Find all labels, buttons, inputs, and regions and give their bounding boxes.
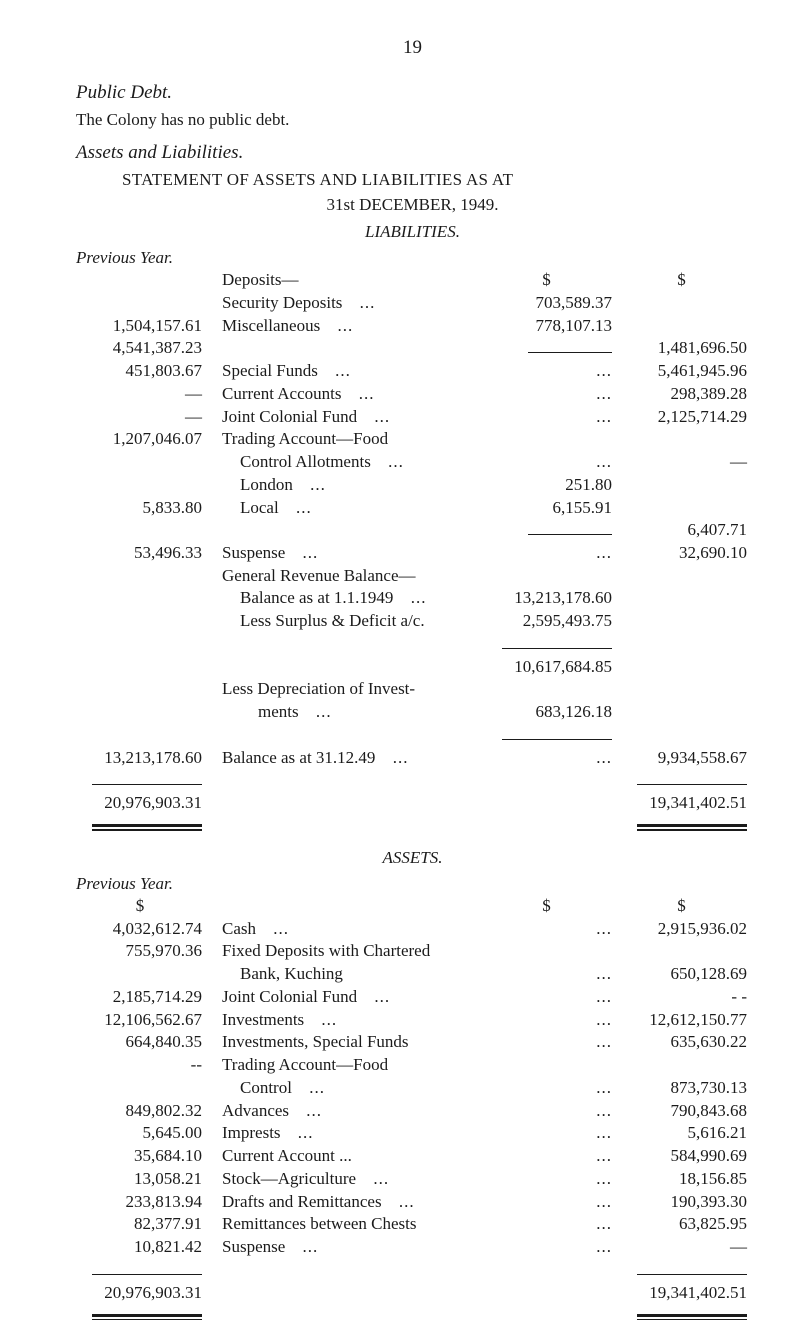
table-row: Less Depreciation of Invest-	[76, 678, 749, 701]
table-row	[76, 769, 749, 792]
table-row: 6,407.71	[76, 519, 749, 542]
table-row: London ...251.80	[76, 474, 749, 497]
table-row: 10,821.42Suspense ......—	[76, 1236, 749, 1259]
table-row	[76, 633, 749, 656]
statement-date-text: 31st DECEMBER, 1949.	[327, 195, 499, 214]
table-row	[76, 1304, 749, 1327]
table-row: 664,840.35Investments, Special Funds...6…	[76, 1031, 749, 1054]
table-row: Security Deposits ...703,589.37	[76, 292, 749, 315]
table-row: 82,377.91Remittances between Chests...63…	[76, 1213, 749, 1236]
assets-heading: ASSETS.	[76, 848, 749, 869]
table-row: 5,833.80Local ...6,155.91	[76, 497, 749, 520]
table-row: Bank, Kuching...650,128.69	[76, 963, 749, 986]
table-row: 20,976,903.3119,341,402.51	[76, 792, 749, 815]
table-row: 53,496.33Suspense ......32,690.10	[76, 542, 749, 565]
table-row: Control ......873,730.13	[76, 1077, 749, 1100]
table-row: 233,813.94Drafts and Remittances ......1…	[76, 1191, 749, 1214]
statement-date: 31st DECEMBER, 1949.	[76, 195, 749, 216]
table-row: 849,802.32Advances ......790,843.68	[76, 1100, 749, 1123]
table-row: 35,684.10Current Account ......584,990.6…	[76, 1145, 749, 1168]
previous-year-label-2: Previous Year.	[76, 874, 749, 895]
table-row: —Joint Colonial Fund ......2,125,714.29	[76, 406, 749, 429]
table-row: 10,617,684.85	[76, 656, 749, 679]
liabilities-table: Deposits—$$Security Deposits ...703,589.…	[76, 269, 749, 837]
table-row: 755,970.36Fixed Deposits with Chartered	[76, 940, 749, 963]
table-row: Deposits—$$	[76, 269, 749, 292]
table-row	[76, 1259, 749, 1282]
table-row: Balance as at 1.1.1949 ...13,213,178.60	[76, 587, 749, 610]
table-row: 13,058.21Stock—Agriculture ......18,156.…	[76, 1168, 749, 1191]
table-row: 20,976,903.3119,341,402.51	[76, 1282, 749, 1305]
table-row: 5,645.00Imprests ......5,616.21	[76, 1122, 749, 1145]
table-row: 4,541,387.231,481,696.50	[76, 337, 749, 360]
assets-table: $$$4,032,612.74Cash ......2,915,936.0275…	[76, 895, 749, 1327]
section-public-debt-title: Public Debt.	[76, 81, 749, 104]
previous-year-label-1: Previous Year.	[76, 248, 749, 269]
statement-title: STATEMENT OF ASSETS AND LIABILITIES AS A…	[122, 170, 749, 191]
table-row: 2,185,714.29Joint Colonial Fund ......- …	[76, 986, 749, 1009]
table-row: General Revenue Balance—	[76, 565, 749, 588]
section-public-debt-text: The Colony has no public debt.	[76, 110, 749, 131]
table-row: 12,106,562.67Investments ......12,612,15…	[76, 1009, 749, 1032]
table-row	[76, 724, 749, 747]
table-row	[76, 815, 749, 838]
section-assets-liab-title: Assets and Liabilities.	[76, 141, 749, 164]
table-row: —Current Accounts ......298,389.28	[76, 383, 749, 406]
page-number: 19	[76, 36, 749, 59]
table-row: --Trading Account—Food	[76, 1054, 749, 1077]
table-row: $$$	[76, 895, 749, 918]
table-row: 451,803.67Special Funds ......5,461,945.…	[76, 360, 749, 383]
table-row: 4,032,612.74Cash ......2,915,936.02	[76, 918, 749, 941]
table-row: ments ...683,126.18	[76, 701, 749, 724]
table-row: Control Allotments ......—	[76, 451, 749, 474]
table-row: 13,213,178.60Balance as at 31.12.49 ....…	[76, 747, 749, 770]
table-row: 1,207,046.07Trading Account—Food	[76, 428, 749, 451]
table-row: Less Surplus & Deficit a/c.2,595,493.75	[76, 610, 749, 633]
table-row: 1,504,157.61Miscellaneous ...778,107.13	[76, 315, 749, 338]
liabilities-heading: LIABILITIES.	[76, 222, 749, 243]
